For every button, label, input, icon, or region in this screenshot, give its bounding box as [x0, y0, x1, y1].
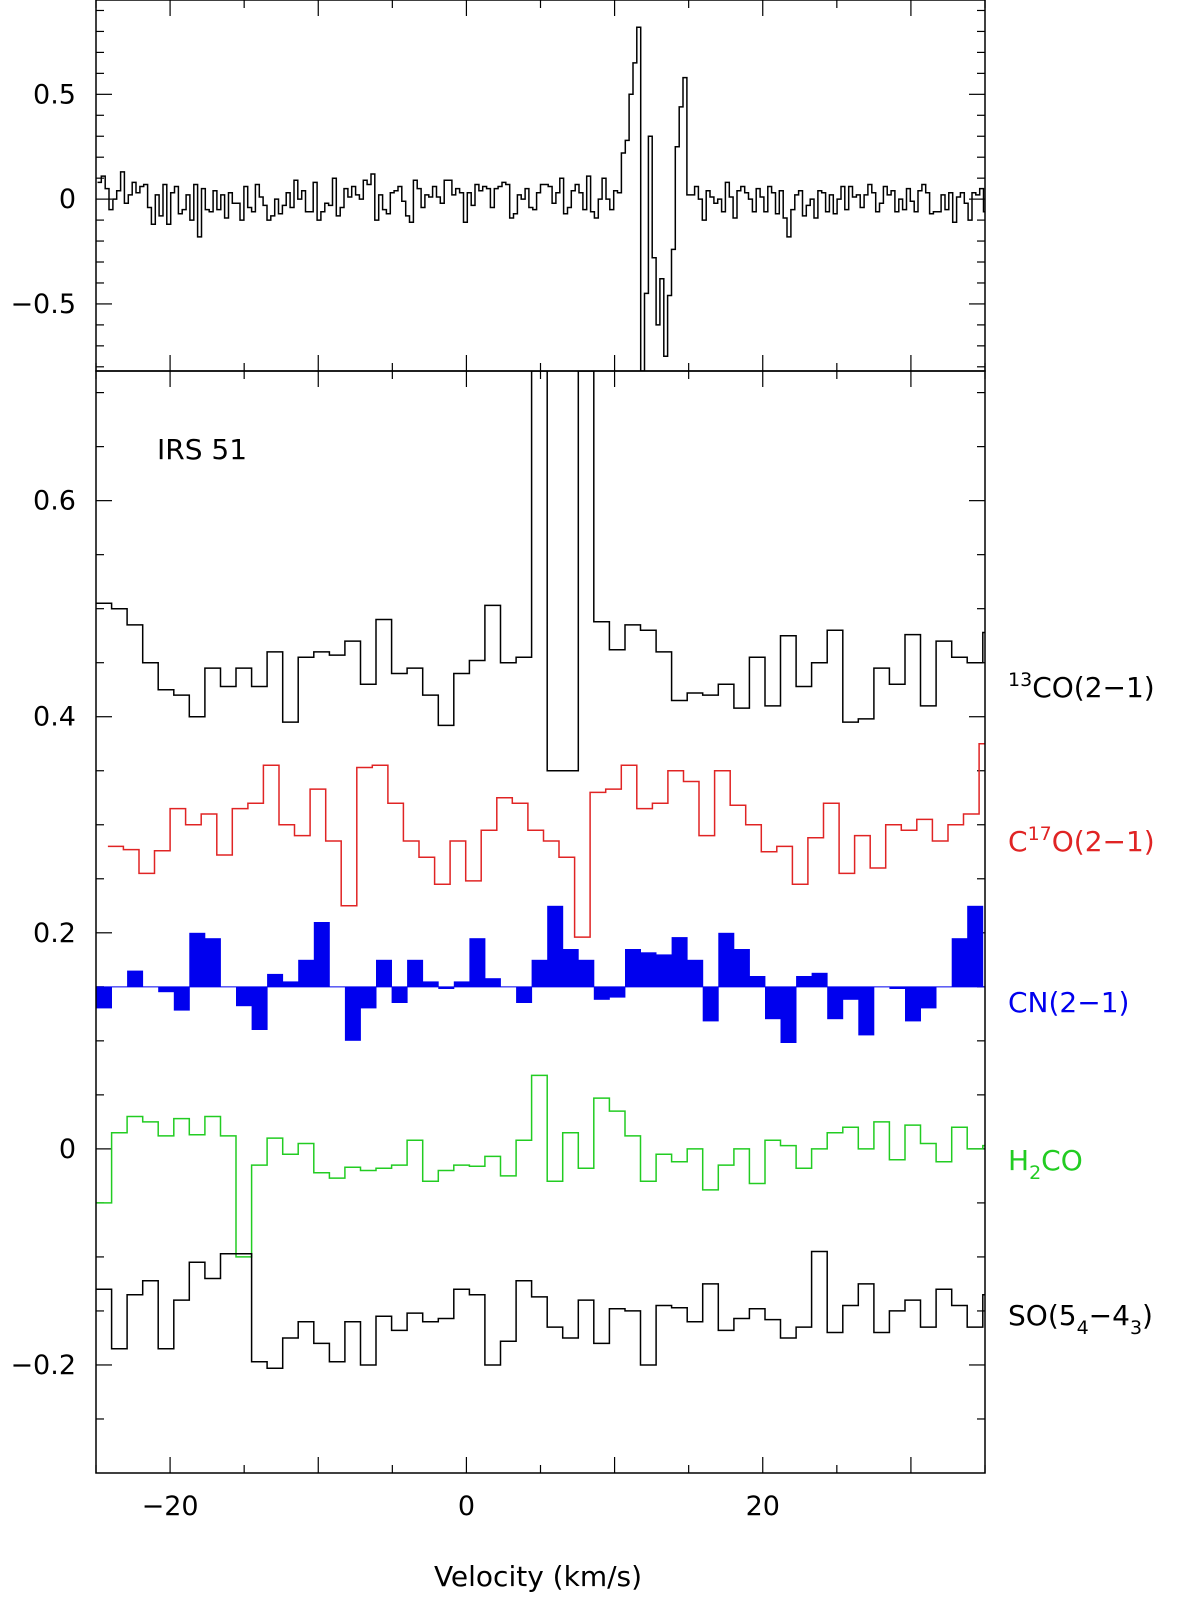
cn-fill-bar: [687, 959, 704, 987]
cn-fill-bar: [516, 986, 533, 1003]
cn-fill-bar: [889, 986, 906, 989]
y-tick-label: 0: [59, 1134, 76, 1165]
cn-fill-bar: [967, 905, 984, 987]
cn-fill-bar: [547, 905, 564, 987]
x-tick-label: −20: [142, 1491, 199, 1522]
cn-fill-bar: [905, 986, 921, 1022]
cn-fill-bar: [204, 938, 221, 987]
plot-frame-bottom: [95, 370, 986, 1474]
spectrum-line-0: [97, 26, 985, 371]
cn-fill-bar: [671, 937, 688, 987]
y-tick-label: 0.4: [33, 702, 76, 733]
x-axis-title: Velocity (km/s): [434, 1560, 642, 1593]
spectrum-line-0: [96, 371, 985, 772]
cn-fill-bar: [827, 986, 844, 1020]
cn-fill-bar: [422, 981, 439, 987]
y-tick-label: 0.6: [33, 486, 76, 517]
cn-fill-bar: [158, 986, 175, 993]
y-tick-label: −0.5: [10, 289, 76, 320]
cn-fill-bar: [702, 986, 719, 1022]
y-tick-label: 0.2: [33, 918, 76, 949]
species-label: CN(2−1): [1008, 986, 1129, 1019]
species-label: C17O(2−1): [1008, 823, 1155, 858]
species-label: 13CO(2−1): [1008, 669, 1155, 704]
cn-fill-bar: [267, 973, 284, 987]
cn-fill-bar: [469, 938, 486, 987]
top-panel: −0.5 0 0.5: [10, 0, 986, 372]
bottom-panel: −0.2 0 0.2 0.4 0.6 −20 0 20 IRS 51 Velocity (km/s…: [10, 370, 1155, 1593]
cn-fill-bar: [625, 949, 641, 987]
cn-fill-bar: [531, 959, 548, 987]
cn-fill-bar: [251, 986, 268, 1030]
cn-fill-bar: [313, 922, 330, 987]
cn-fill-bar: [562, 949, 579, 987]
cn-fill-bar: [360, 986, 377, 1009]
x-tick-label: 0: [458, 1491, 475, 1522]
series-group: [96, 371, 1030, 1369]
cn-fill-bar: [796, 976, 813, 987]
cn-fill-bar: [282, 981, 299, 987]
spectrum-line-1: [107, 742, 985, 938]
cn-fill-bar: [749, 976, 766, 987]
spectrum-line-4: [96, 1250, 985, 1369]
cn-fill-bar: [858, 986, 875, 1036]
cn-fill-bar: [593, 986, 610, 1000]
x-tick-label: 20: [746, 1491, 780, 1522]
cn-fill-bar: [376, 959, 392, 987]
cn-fill-bar: [780, 986, 797, 1043]
cn-fill-bar: [765, 986, 781, 1020]
cn-fill-bar: [842, 986, 859, 1000]
cn-fill-bar: [453, 981, 470, 987]
cn-fill-bar: [173, 986, 190, 1011]
cn-fill-bar: [640, 952, 657, 987]
cn-fill-bar: [609, 986, 626, 998]
cn-fill-bar: [236, 986, 252, 1007]
cn-fill-bar: [718, 932, 735, 987]
cn-fill-bar: [391, 986, 408, 1003]
y-tick-label: 0: [59, 184, 76, 215]
cn-fill-bar: [656, 954, 673, 987]
y-tick-label: −0.2: [10, 1350, 76, 1381]
cn-fill-bar: [1014, 965, 1030, 987]
cn-fill-bar: [438, 986, 455, 989]
y-tick-label: 0.5: [33, 79, 76, 110]
cn-fill-bar: [484, 978, 501, 987]
cn-fill-bar: [733, 949, 750, 987]
cn-fill-bar: [811, 972, 828, 987]
cn-fill-bar: [407, 959, 424, 987]
cn-fill-bar: [189, 932, 206, 987]
cn-fill-bar: [951, 938, 968, 987]
cn-fill-bar: [920, 986, 937, 1009]
cn-fill-bar: [998, 954, 1014, 986]
spectrum-line-3: [96, 1074, 985, 1258]
cn-fill-bar: [127, 970, 144, 987]
cn-fill-bar: [96, 986, 112, 1009]
species-label: SO(54−43): [1008, 1299, 1153, 1339]
series-group: [97, 26, 985, 371]
cn-fill-bar: [578, 959, 595, 987]
cn-fill-bar: [344, 986, 361, 1041]
source-label: IRS 51: [157, 433, 247, 466]
species-label: H2CO: [1008, 1144, 1083, 1184]
cn-fill-bar: [298, 959, 315, 987]
